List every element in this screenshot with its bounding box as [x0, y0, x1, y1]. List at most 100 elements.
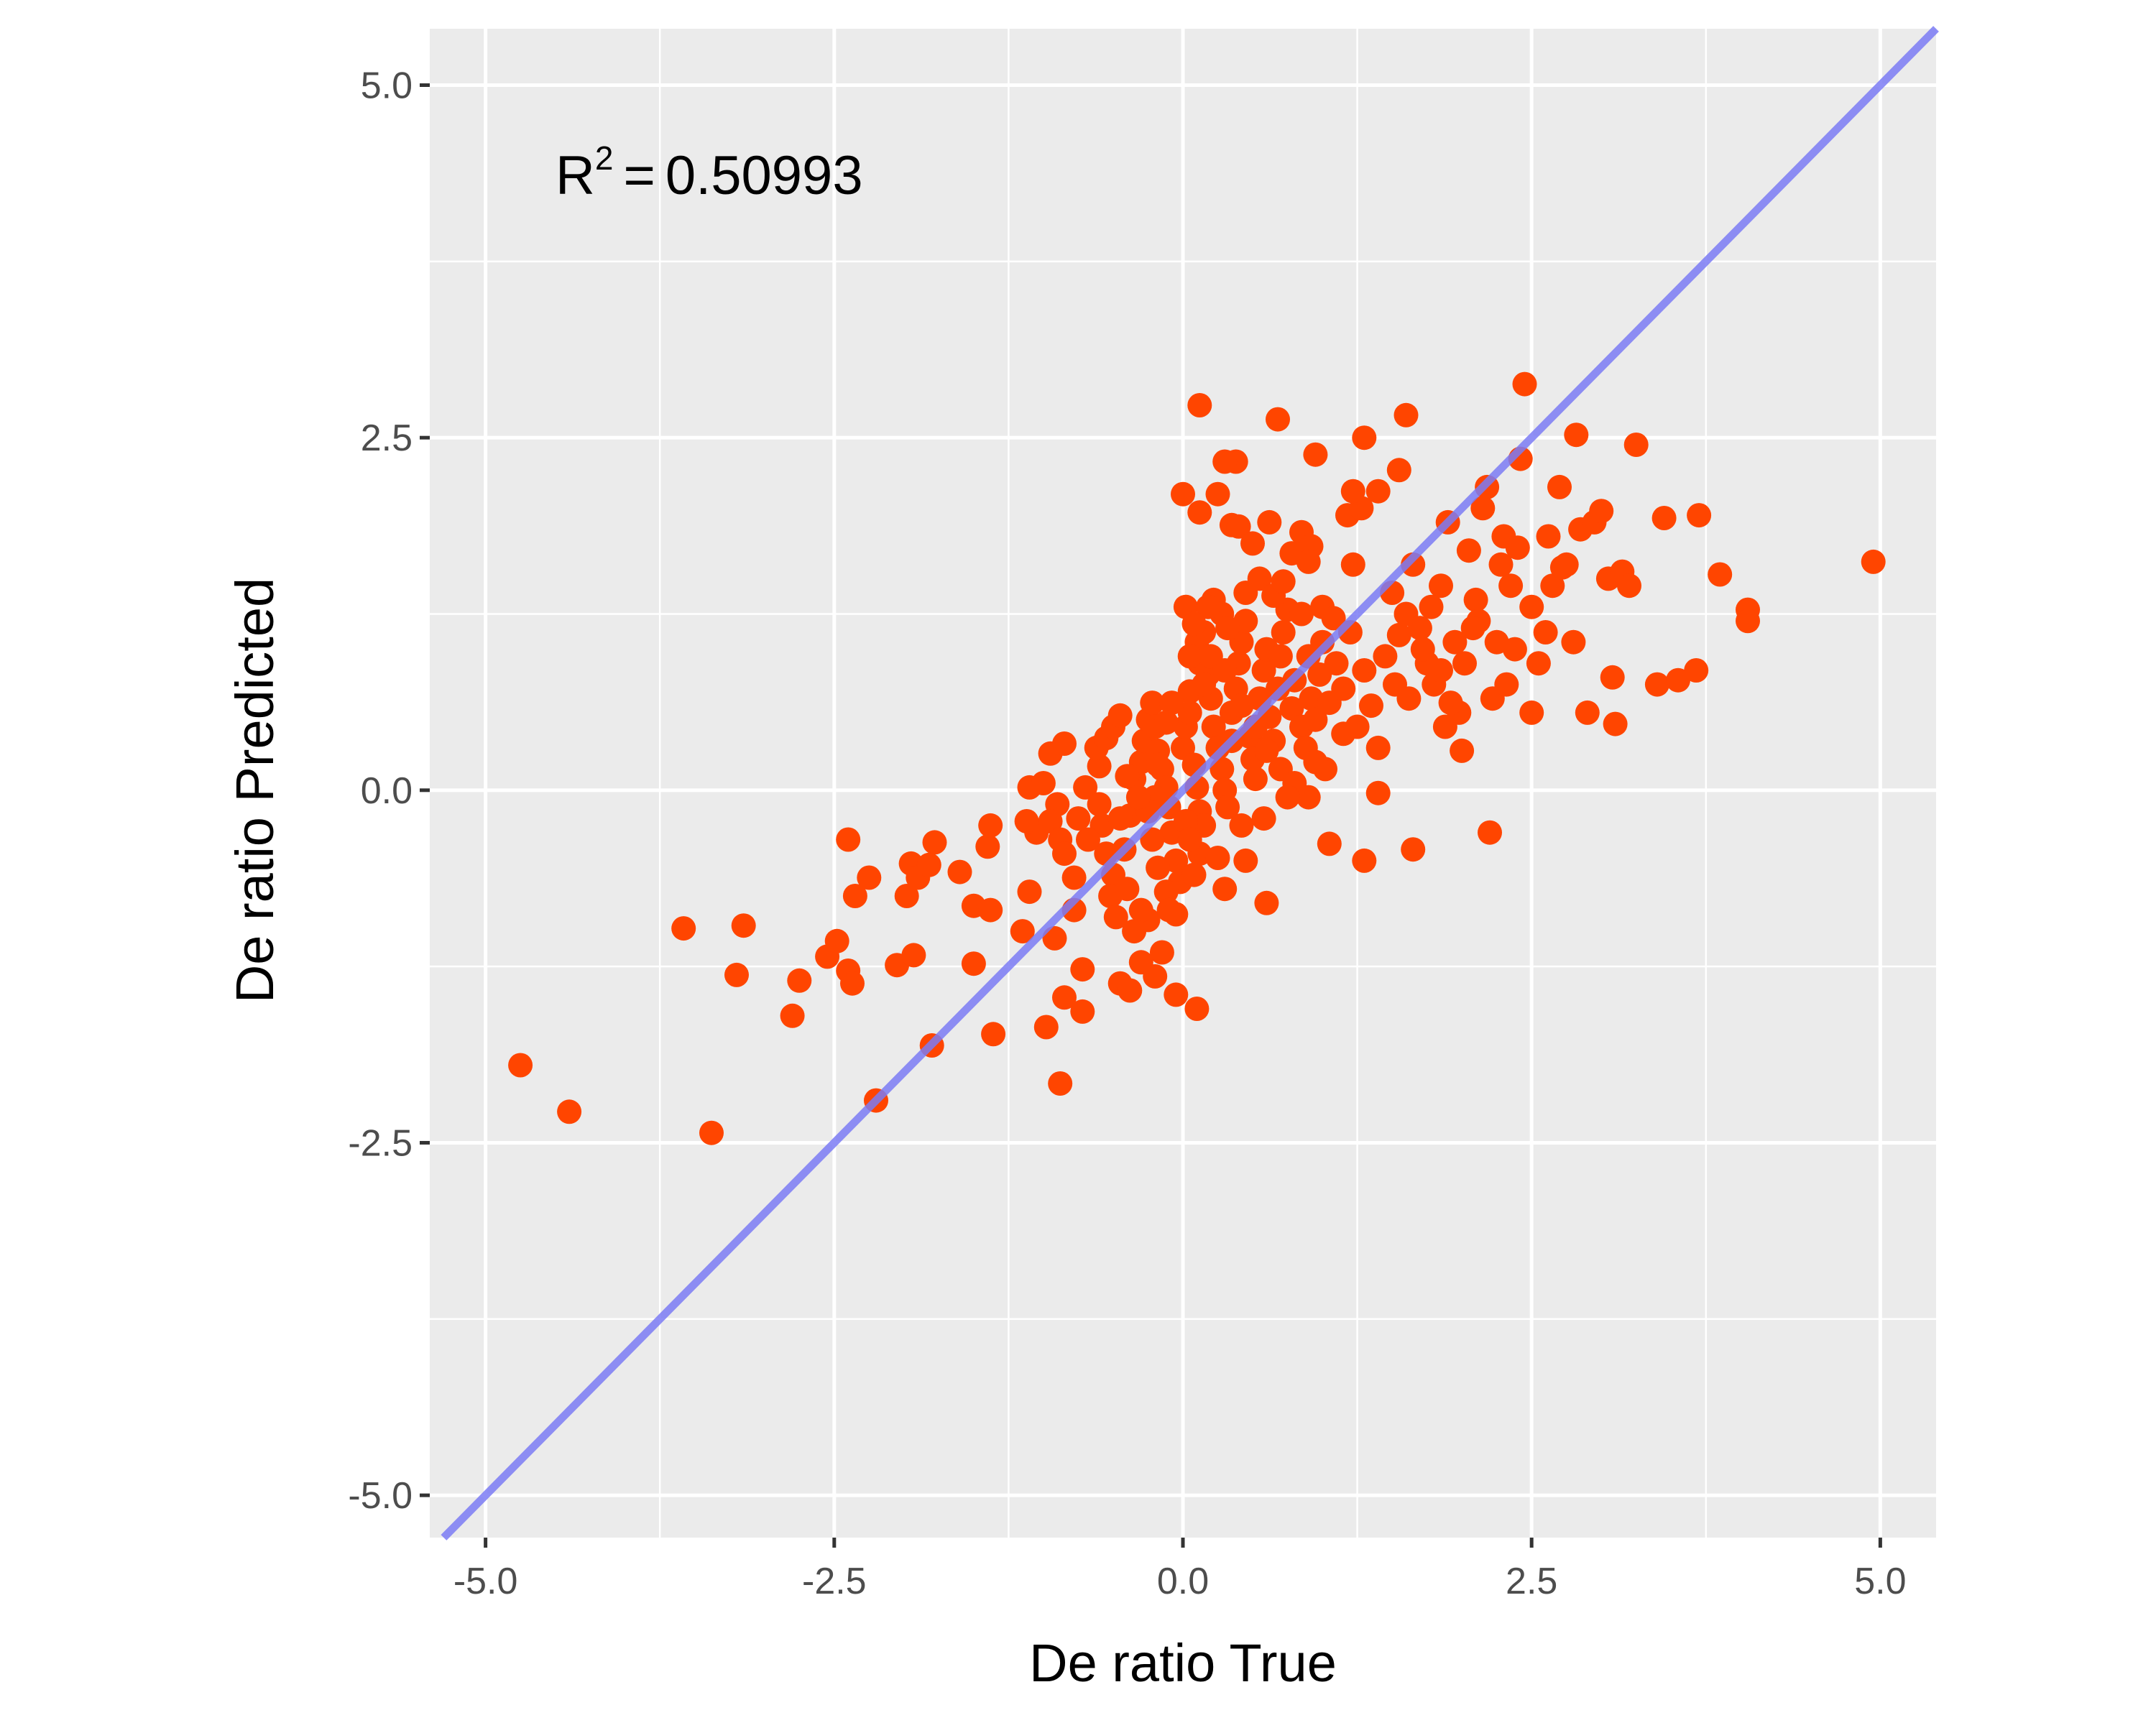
data-point: [1488, 552, 1514, 577]
data-point: [1052, 731, 1077, 756]
data-point: [1156, 897, 1181, 923]
data-point: [557, 1099, 582, 1124]
reference-line-layer: [441, 26, 1939, 1540]
identity-reference-line: [441, 26, 1939, 1540]
data-point: [1171, 481, 1195, 507]
data-point: [1271, 569, 1296, 594]
data-point: [1107, 703, 1133, 728]
data-point: [1014, 809, 1039, 833]
data-point: [1229, 813, 1254, 838]
data-point: [1031, 771, 1056, 795]
data-point: [1365, 735, 1391, 760]
data-point: [1122, 919, 1147, 944]
data-point: [947, 859, 972, 884]
x-tick-labels: -5.0 -2.5 0.0 2.5 5.0: [453, 1561, 1907, 1602]
x-tick-label: 2.5: [1506, 1561, 1557, 1602]
data-point: [1352, 658, 1377, 683]
data-point: [1215, 616, 1240, 641]
x-tick-label: 0.0: [1157, 1561, 1209, 1602]
data-point: [1212, 877, 1238, 902]
data-point: [1052, 841, 1077, 867]
data-point: [1463, 587, 1488, 612]
data-point: [1519, 594, 1544, 619]
data-point: [1247, 566, 1272, 591]
r-squared-equals: =: [623, 145, 655, 206]
data-point: [1140, 827, 1165, 852]
y-tick-label: -2.5: [348, 1122, 413, 1164]
data-point: [1352, 425, 1377, 451]
data-point: [1498, 573, 1524, 599]
data-point: [1331, 721, 1356, 747]
data-point: [1181, 862, 1207, 887]
data-point: [1251, 806, 1276, 831]
data-point: [1519, 700, 1544, 725]
data-point: [1401, 837, 1426, 862]
data-point: [1115, 764, 1140, 789]
data-point: [699, 1120, 724, 1145]
data-point: [961, 951, 986, 976]
data-point: [1215, 795, 1240, 820]
data-point: [840, 971, 865, 996]
y-tick-label: 2.5: [361, 417, 413, 459]
data-point: [1526, 651, 1551, 676]
data-point: [1070, 957, 1095, 982]
data-point: [978, 897, 1003, 923]
data-point: [1396, 686, 1422, 711]
data-point: [916, 852, 941, 877]
data-point: [1438, 690, 1463, 716]
data-point: [1708, 562, 1733, 587]
data-point: [1317, 831, 1342, 856]
data-point: [901, 943, 926, 968]
data-point: [1254, 890, 1279, 915]
data-point: [1429, 658, 1453, 683]
data-point: [1107, 806, 1133, 831]
data-point: [1052, 985, 1077, 1010]
data-point: [1575, 700, 1600, 725]
data-point: [1125, 785, 1151, 810]
data-point: [1512, 371, 1537, 397]
data-point: [1226, 514, 1251, 539]
data-point: [1192, 672, 1217, 697]
data-point: [1177, 644, 1202, 669]
r-squared-superscript: 2: [595, 139, 614, 177]
data-point: [671, 916, 696, 941]
data-point: [1289, 601, 1314, 627]
major-grid: [430, 29, 1936, 1538]
data-point: [1450, 738, 1475, 763]
data-point: [1243, 767, 1268, 792]
data-point: [1442, 629, 1468, 655]
data-point: [1321, 606, 1346, 631]
data-point: [824, 928, 849, 953]
data-point: [731, 913, 756, 938]
r-squared-base: R: [556, 145, 595, 206]
y-tick-label: 0.0: [361, 770, 413, 812]
data-point: [1352, 848, 1377, 873]
x-axis-title: De ratio True: [1029, 1633, 1337, 1693]
data-point: [836, 827, 861, 852]
y-axis-title: De ratio Predicted: [225, 578, 285, 1003]
data-point: [1303, 442, 1328, 467]
data-point: [1153, 879, 1179, 905]
data-point: [1266, 407, 1290, 432]
data-point: [1561, 629, 1586, 655]
data-point: [1177, 827, 1202, 852]
data-point: [1359, 693, 1383, 719]
data-point: [1296, 549, 1321, 574]
data-point: [1205, 846, 1230, 870]
data-point: [1564, 422, 1589, 448]
data-point: [1233, 848, 1258, 873]
data-point: [1048, 1071, 1073, 1096]
data-point: [1736, 609, 1760, 634]
data-point: [1115, 877, 1140, 902]
x-tick-label: -2.5: [802, 1561, 867, 1602]
data-point: [1187, 393, 1212, 417]
data-point: [1087, 792, 1112, 817]
y-tick-label: 5.0: [361, 65, 413, 107]
data-point: [894, 884, 919, 908]
data-point: [1644, 672, 1669, 697]
data-points: [508, 371, 1886, 1145]
data-point: [1066, 806, 1091, 831]
data-point: [1494, 672, 1519, 697]
data-point: [1143, 964, 1168, 989]
